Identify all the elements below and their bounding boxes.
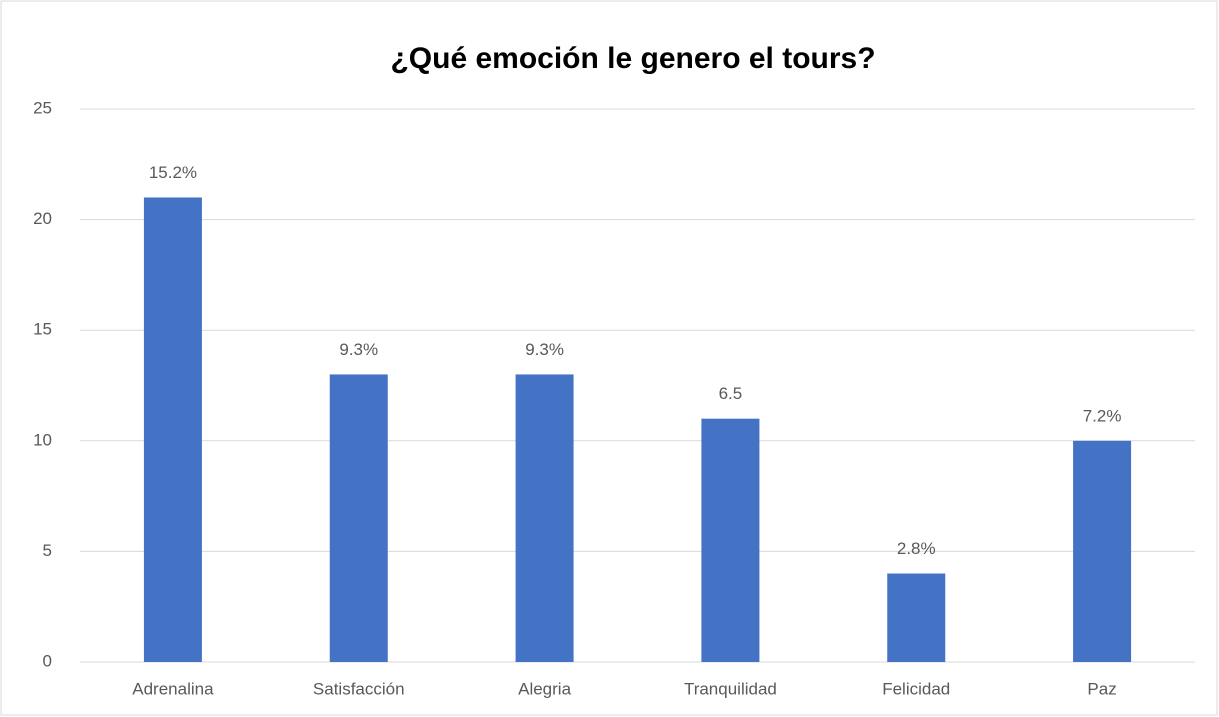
bar <box>701 418 760 662</box>
bar <box>1073 440 1132 662</box>
y-tick-label: 20 <box>33 209 52 228</box>
data-label: 15.2% <box>149 163 197 182</box>
y-tick-label: 0 <box>43 651 52 670</box>
y-tick-label: 10 <box>33 430 52 449</box>
x-tick-label: Satisfacción <box>313 679 405 698</box>
data-label: 7.2% <box>1083 406 1122 425</box>
data-label: 6.5 <box>719 384 743 403</box>
data-label: 9.3% <box>339 340 378 359</box>
bar <box>143 197 202 663</box>
chart-title: ¿Qué emoción le genero el tours? <box>390 42 875 75</box>
y-tick-label: 15 <box>33 320 52 339</box>
x-tick-label: Adrenalina <box>132 679 214 698</box>
x-tick-label: Alegria <box>518 679 571 698</box>
x-tick-label: Paz <box>1087 679 1116 698</box>
data-label: 9.3% <box>525 340 564 359</box>
x-tick-label: Tranquilidad <box>684 679 777 698</box>
y-tick-label: 5 <box>43 541 52 560</box>
y-tick-label: 25 <box>33 98 52 117</box>
bar <box>515 374 574 662</box>
bar <box>329 374 388 662</box>
bar <box>887 573 946 662</box>
data-label: 2.8% <box>897 539 936 558</box>
x-tick-label: Felicidad <box>882 679 950 698</box>
